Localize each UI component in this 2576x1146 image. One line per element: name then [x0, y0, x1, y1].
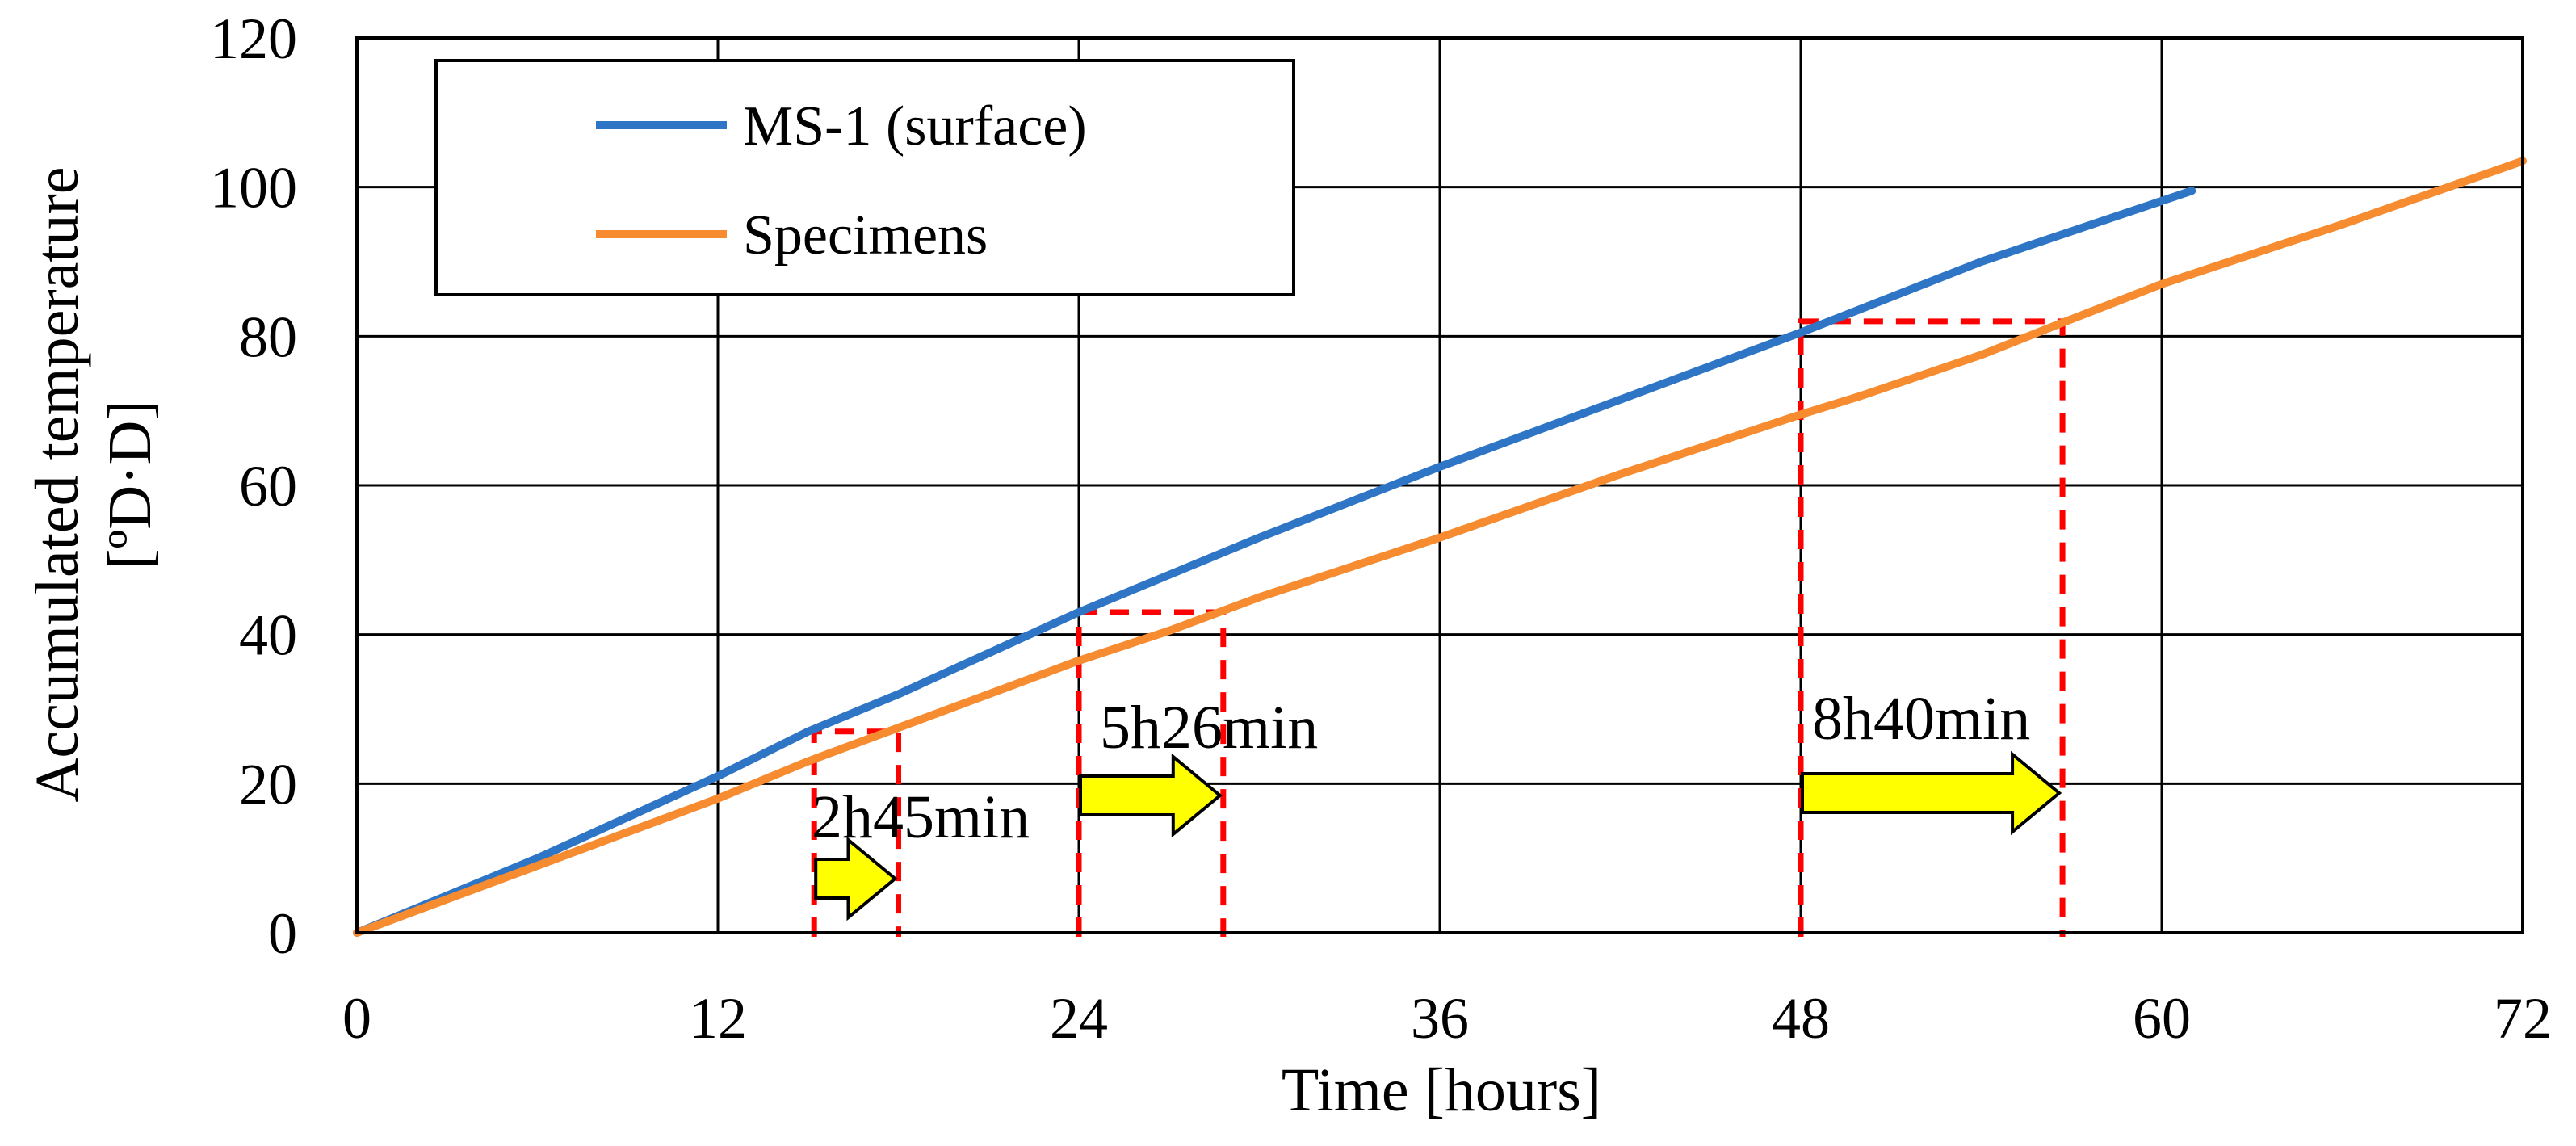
legend-label-ms-1: MS-1 (surface)	[743, 95, 1087, 157]
shift-arrow	[1801, 750, 2062, 836]
shift-arrow	[1079, 753, 1223, 838]
shift-label: 5h26min	[1100, 694, 1318, 762]
y-tick-label: 60	[239, 454, 297, 518]
y-tick-label: 100	[210, 156, 297, 220]
shift-arrow	[814, 836, 898, 921]
x-tick-label: 12	[689, 986, 747, 1051]
y-tick-label: 120	[210, 6, 297, 71]
legend-box	[434, 59, 1295, 296]
series-line-specimens	[353, 157, 2527, 937]
y-tick-label: 80	[239, 304, 297, 369]
y-tick-label: 40	[239, 603, 297, 668]
y-axis-title-line-1: Accumulated temperature	[23, 166, 91, 802]
y-tick-label: 0	[268, 901, 297, 966]
annotation-layer: 2h45min 5h26min 8h40min	[811, 318, 2066, 937]
x-tick-label: 48	[1772, 986, 1830, 1051]
annotation-bracket	[811, 728, 901, 937]
plot-frame	[355, 36, 2524, 934]
shift-label: 2h45min	[812, 783, 1030, 851]
series-line-ms-1	[353, 187, 2196, 937]
x-tick-label: 24	[1050, 986, 1108, 1051]
x-tick-label: 60	[2133, 986, 2191, 1051]
annotation-bracket	[1798, 318, 2066, 937]
series-layer	[353, 157, 2527, 937]
y-axis-title-line-2: [ºD·D]	[96, 400, 164, 569]
x-tick-label: 72	[2494, 986, 2552, 1051]
legend: MS-1 (surface) Specimens	[434, 59, 1295, 296]
tick-labels: 0 12 24 36 48 60 72 0 20 40 60 80 100 120	[210, 6, 2552, 1051]
x-tick-label: 0	[342, 986, 371, 1051]
annotation-bracket	[1076, 609, 1227, 937]
x-tick-label: 36	[1411, 986, 1469, 1051]
y-tick-label: 20	[239, 752, 297, 816]
shift-label: 8h40min	[1812, 685, 2030, 753]
x-axis-title: Time [hours]	[1282, 1056, 1601, 1124]
legend-label-specimens: Specimens	[743, 204, 988, 267]
